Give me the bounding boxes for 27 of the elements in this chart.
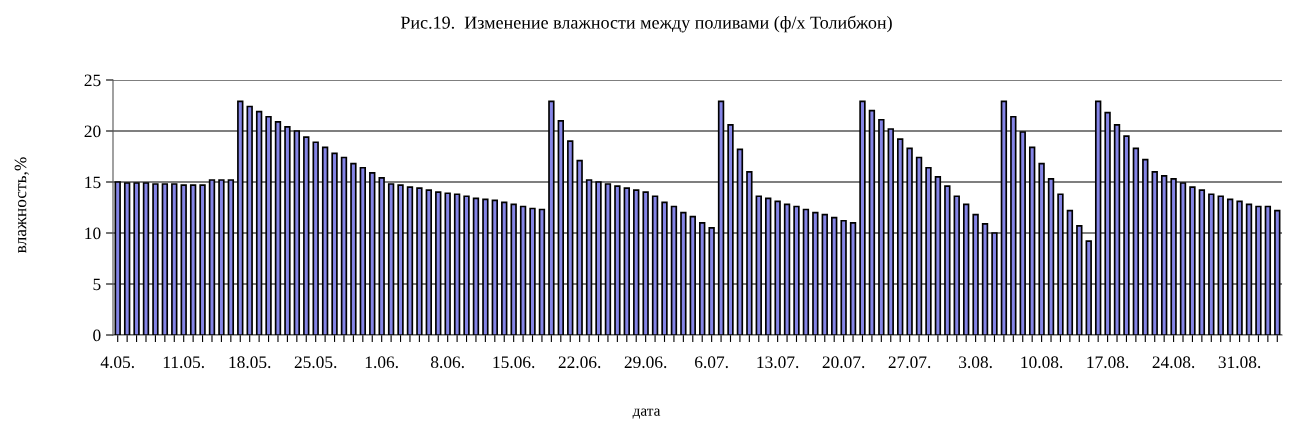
x-tick-label: 17.08. [1087,356,1129,369]
x-tick-label: 1.06. [365,356,398,369]
y-tick-label: 10 [85,227,101,240]
x-tick-label: 25.05. [294,356,337,369]
x-tick-label: 3.08. [959,356,992,369]
x-tick-label: 27.07. [888,356,931,369]
chart-title: Рис.19. Изменение влажности между поливами (ф/х Толибжон) [400,15,892,33]
x-tick-label: 22.06. [558,356,601,369]
x-tick-label: 8.06. [430,356,464,369]
x-tick-label: 13.07. [757,356,799,369]
x-tick-label: 4.05. [100,356,134,369]
x-tick-label: 18.05. [229,356,271,369]
x-tick-label: 11.05. [163,356,204,369]
y-tick-label: 20 [84,125,101,138]
y-tick-label: 25 [84,74,101,87]
x-tick-label: 24.08. [1152,356,1195,369]
x-tick-label: 15.06. [493,356,535,369]
x-tick-label: 31.08. [1218,356,1261,369]
y-tick-label: 5 [93,278,101,291]
y-tick-label: 0 [93,329,101,342]
x-tick-label: 10.08. [1021,356,1063,369]
x-tick-label: 29.06. [624,356,667,369]
y-tick-label: 15 [85,176,101,189]
x-axis-title: дата [632,408,661,419]
x-tick-label: 6.07. [695,356,728,369]
x-tick-label: 20.07. [822,356,865,369]
y-axis-title: влажность,% [14,157,29,254]
